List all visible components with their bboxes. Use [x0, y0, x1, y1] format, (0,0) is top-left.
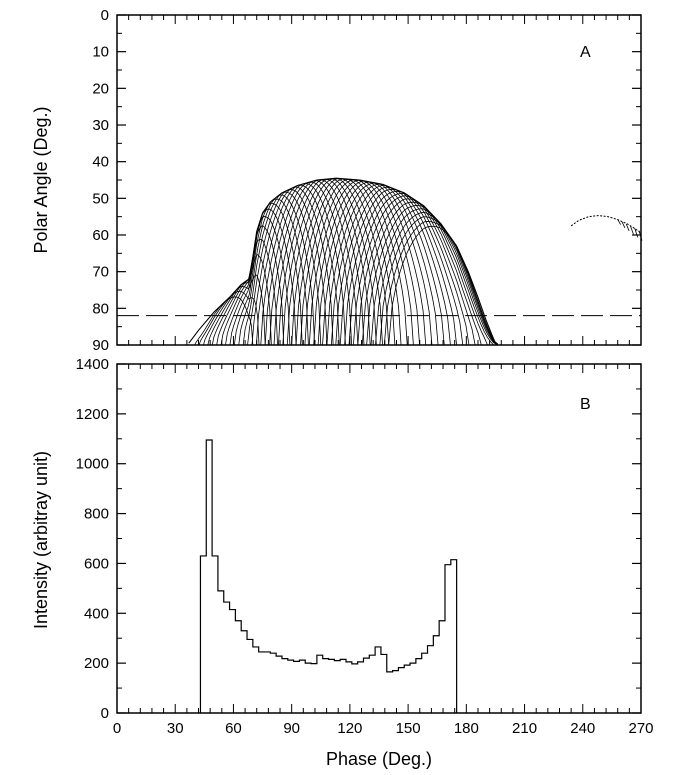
panel-b-ytick-label: 0 [101, 705, 109, 722]
panel-b-bar [334, 661, 340, 713]
panel-b-bar [200, 556, 206, 713]
panel-a-ytick-label: 50 [92, 190, 109, 207]
panel-b-ytick-label: 800 [84, 506, 109, 523]
panel-a-ylabel: Polar Angle (Deg.) [31, 106, 51, 253]
panel-a-label: A [580, 44, 591, 61]
panel-b-bar [433, 636, 439, 713]
panel-b-xtick-label: 90 [283, 720, 300, 737]
panel-a-ytick-label: 80 [92, 300, 109, 317]
panel-b-bar [253, 647, 259, 713]
panel-a-ytick-label: 90 [92, 337, 109, 354]
panel-b-bar [212, 556, 218, 713]
panel-b-bar [270, 653, 276, 713]
panel-b-bar [428, 646, 434, 713]
panel-b-xtick-label: 60 [225, 720, 242, 737]
panel-b-label: B [580, 396, 591, 413]
panel-b-bar [358, 662, 364, 713]
panel-b-histogram [199, 439, 458, 713]
panel-b-bar [305, 663, 311, 713]
panel-a-ytick-label: 60 [92, 227, 109, 244]
panel-b: 0 200 400 600 800 1000 1200 1400 0 30 60 90 120 150 18… [31, 356, 654, 769]
panel-b-xtick-label: 270 [628, 720, 653, 737]
panel-b-histogram-outline [199, 439, 458, 713]
panel-b-bar [352, 664, 358, 713]
panel-b-bar [329, 659, 335, 713]
panel-a-ytick-label: 30 [92, 117, 109, 134]
panel-b-bar [218, 591, 224, 713]
panel-b-bar [264, 652, 270, 713]
panel-a-ytick-label: 0 [101, 7, 109, 24]
panel-a-secondary-hatch [617, 219, 621, 225]
panel-b-bar [398, 668, 404, 713]
panel-a-secondary-hatch [634, 228, 639, 238]
panel-b-ytick-label: 400 [84, 605, 109, 622]
panel-a-ytick-label: 20 [92, 80, 109, 97]
panel-b-bar [224, 602, 230, 713]
panel-b-ytick-label: 1000 [76, 456, 109, 473]
panel-a-secondary-hatch [621, 221, 626, 228]
panel-a-secondary-hatch [625, 223, 630, 232]
panel-b-ytick-label: 600 [84, 555, 109, 572]
panel-b-bar [451, 560, 457, 713]
panel-b-bar [445, 565, 451, 713]
panel-b-ytick-label: 1200 [76, 406, 109, 423]
panel-b-bar [235, 621, 241, 713]
panel-b-xtick-label: 120 [337, 720, 362, 737]
panel-b-bar [346, 662, 352, 713]
panel-a-ytick-label: 70 [92, 264, 109, 281]
panel-b-bar [381, 654, 387, 713]
panel-b-bar [299, 660, 305, 713]
panel-b-bar [206, 440, 212, 713]
panel-b-bar [387, 672, 393, 713]
panel-b-xlabel: Phase (Deg.) [326, 749, 432, 769]
panel-b-bar [410, 663, 416, 713]
panel-a-envelope [188, 177, 496, 344]
panel-b-axes: 0 200 400 600 800 1000 1200 1400 0 30 60 90 120 150 18… [76, 356, 654, 737]
panel-b-xtick-label: 210 [512, 720, 537, 737]
panel-b-bar [317, 655, 323, 713]
panel-b-bar [311, 664, 317, 713]
panel-b-bar [288, 660, 294, 713]
panel-b-bar [241, 631, 247, 713]
panel-b-ylabel: Intensity (arbitray unit) [31, 451, 51, 629]
panel-b-bar [422, 653, 428, 713]
panel-b-bar [404, 665, 410, 713]
panel-a-secondary-curve [570, 215, 642, 234]
panel-b-bar [393, 671, 399, 713]
panel-b-bar [363, 658, 369, 713]
panel-b-bar [247, 639, 253, 713]
panel-b-xtick-label: 0 [113, 720, 121, 737]
panel-b-ytick-label: 1400 [76, 356, 109, 373]
panel-b-xtick-label: 30 [167, 720, 184, 737]
panel-b-bar [294, 661, 300, 713]
panel-b-xtick-label: 180 [454, 720, 479, 737]
panel-a-ytick-label: 40 [92, 154, 109, 171]
panel-b-bar [282, 659, 288, 713]
panel-b-bar [230, 610, 236, 713]
panel-b-bar [375, 647, 381, 713]
panel-a-ytick-label: 10 [92, 44, 109, 61]
panel-a-arc [317, 181, 427, 346]
panel-b-bar [416, 659, 422, 713]
panel-b-xtick-label: 150 [396, 720, 421, 737]
panel-b-bar [369, 655, 375, 713]
panel-b-xtick-label: 240 [570, 720, 595, 737]
panel-b-bar [340, 659, 346, 713]
panel-b-ytick-label: 200 [84, 655, 109, 672]
panel-a: 0 10 20 30 40 50 60 70 80 90 A Polar Angle (Deg.) [31, 7, 643, 354]
panel-a-curves [188, 177, 643, 346]
panel-b-bar [259, 652, 265, 713]
panel-a-secondary-hatch [630, 226, 634, 235]
panel-b-bar [276, 656, 282, 713]
panel-a-axes: 0 10 20 30 40 50 60 70 80 90 [92, 7, 642, 354]
panel-b-bar [323, 659, 329, 713]
panel-b-bar [439, 621, 445, 713]
